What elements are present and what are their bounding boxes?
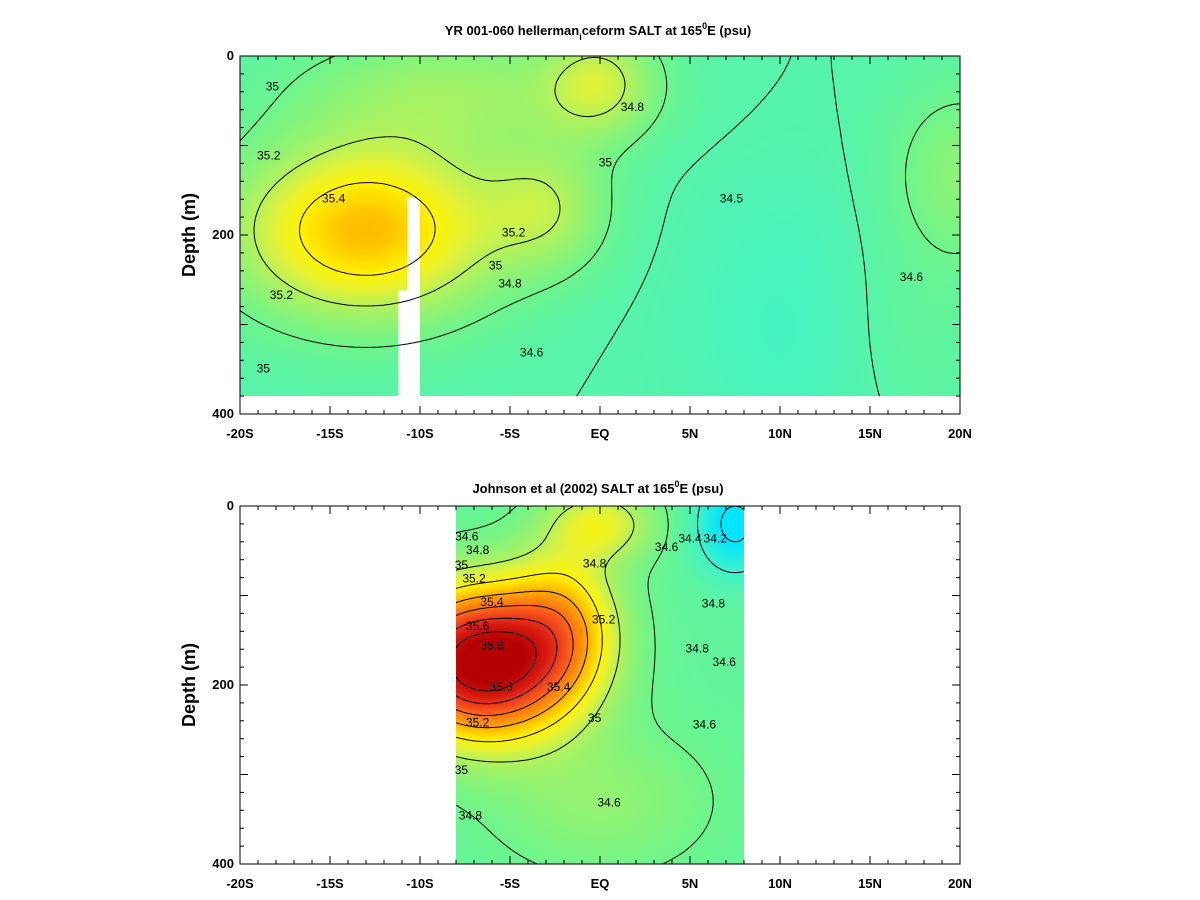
contour-line — [697, 505, 745, 574]
contour-line — [455, 590, 589, 729]
y-tick-label: 200 — [212, 227, 234, 242]
x-tick-label: -15S — [316, 876, 344, 891]
contour-line — [455, 505, 635, 763]
contour-label: 34.6 — [455, 529, 479, 543]
top-panel-salinity-field — [240, 56, 960, 396]
x-tick-label: -20S — [226, 876, 254, 891]
x-tick-label: 10N — [768, 876, 792, 891]
contour-label: 34.6 — [900, 270, 924, 284]
y-tick-label: 0 — [227, 498, 234, 513]
x-tick-label: -20S — [226, 426, 254, 441]
contour-label: 35.6 — [466, 619, 490, 633]
top-panel-contours — [239, 55, 961, 397]
contour-label: 34.8 — [466, 543, 490, 557]
bottom-panel-y-tick-labels: 0 200 400 — [212, 498, 234, 871]
contour-line — [576, 55, 880, 397]
top-panel-y-tick-labels: 0 200 400 — [212, 48, 234, 421]
contour-label: 35.4 — [322, 191, 346, 205]
contour-label: 35 — [455, 763, 469, 777]
top-panel-title: YR 001-060 hellermaniceform SALT at 1650… — [445, 21, 751, 42]
contour-label: 35.6 — [489, 680, 513, 694]
contour-label: 35 — [588, 711, 602, 725]
y-tick-label: 400 — [212, 856, 234, 871]
contour-label: 35.2 — [462, 572, 486, 586]
top-panel-masked-regions — [398, 197, 420, 397]
contour-line — [239, 55, 961, 348]
top-panel-x-tick-labels: -20S -15S -10S -5S EQ 5N 10N 15N 20N — [226, 426, 972, 441]
bottom-panel-contours — [455, 505, 745, 865]
x-tick-label: -5S — [500, 876, 521, 891]
contour-line — [455, 572, 603, 743]
x-tick-label: 5N — [682, 426, 699, 441]
contour-label: 35 — [266, 79, 280, 93]
contour-label: 35.2 — [466, 716, 490, 730]
top-panel-salt-model: YR 001-060 hellermaniceform SALT at 1650… — [179, 21, 972, 441]
x-tick-label: 15N — [858, 876, 882, 891]
bottom-panel-ticks — [239, 505, 961, 865]
contour-label: 35 — [489, 258, 503, 272]
contour-label: 34.2 — [704, 531, 728, 545]
x-tick-label: EQ — [591, 876, 610, 891]
contour-label: 34.6 — [597, 795, 621, 809]
x-tick-label: -5S — [500, 426, 521, 441]
contour-label: 34.6 — [693, 717, 717, 731]
contour-line — [455, 505, 714, 865]
x-tick-label: 15N — [858, 426, 882, 441]
x-tick-label: 5N — [682, 876, 699, 891]
contour-label: 35.2 — [257, 148, 281, 162]
contour-label: 34.8 — [498, 276, 522, 290]
contour-label: 35.4 — [547, 680, 571, 694]
contour-label: 34.4 — [678, 531, 702, 545]
bottom-panel-x-tick-labels: -20S -15S -10S -5S EQ 5N 10N 15N 20N — [226, 876, 972, 891]
salinity-fill-image — [240, 56, 960, 396]
top-panel-y-axis-label: Depth (m) — [179, 193, 199, 277]
top-panel-contour-labels: 35 35.2 35.4 35 34.8 35.2 35 34.8 34.5 34.6 35.2 35… — [257, 79, 924, 375]
contour-line — [455, 617, 558, 705]
y-tick-label: 400 — [212, 406, 234, 421]
bottom-panel-title: Johnson et al (2002) SALT at 1650E (psu) — [472, 479, 723, 496]
contour-label: 35.4 — [480, 595, 504, 609]
contour-label: 35.8 — [480, 639, 504, 653]
bottom-panel-salinity-field — [456, 506, 744, 864]
contour-label: 35 — [599, 156, 613, 170]
contour-line — [253, 56, 626, 307]
contour-label: 34.6 — [520, 345, 544, 359]
contour-label: 35.2 — [502, 225, 526, 239]
masked-region — [407, 197, 420, 397]
x-tick-label: 20N — [948, 426, 972, 441]
y-tick-label: 200 — [212, 677, 234, 692]
contour-label: 34.6 — [655, 540, 679, 554]
contour-label: 34.8 — [583, 556, 607, 570]
contour-label: 35 — [257, 361, 271, 375]
bottom-panel-salt-observed: Johnson et al (2002) SALT at 1650E (psu)… — [179, 479, 972, 891]
x-tick-label: -10S — [406, 426, 434, 441]
contour-label: 34.8 — [459, 809, 483, 823]
contour-line — [455, 605, 574, 716]
contour-label: 35.2 — [592, 613, 616, 627]
contour-line — [299, 182, 436, 276]
x-tick-label: -15S — [316, 426, 344, 441]
x-tick-label: -10S — [406, 876, 434, 891]
contour-label: 34.5 — [720, 191, 744, 205]
x-tick-label: 10N — [768, 426, 792, 441]
contour-label: 35.2 — [270, 288, 294, 302]
bottom-panel-y-axis-label: Depth (m) — [179, 643, 199, 727]
contour-label: 35 — [455, 558, 469, 572]
contour-label: 34.8 — [702, 597, 726, 611]
masked-region — [398, 290, 408, 397]
x-tick-label: EQ — [591, 426, 610, 441]
contour-label: 34.6 — [713, 655, 737, 669]
contour-line — [455, 631, 537, 692]
top-panel-ticks — [239, 55, 961, 415]
x-tick-label: 20N — [948, 876, 972, 891]
contour-label: 34.8 — [621, 100, 645, 114]
y-tick-label: 0 — [227, 48, 234, 63]
salinity-fill-image — [456, 506, 744, 864]
contour-label: 34.8 — [686, 641, 710, 655]
